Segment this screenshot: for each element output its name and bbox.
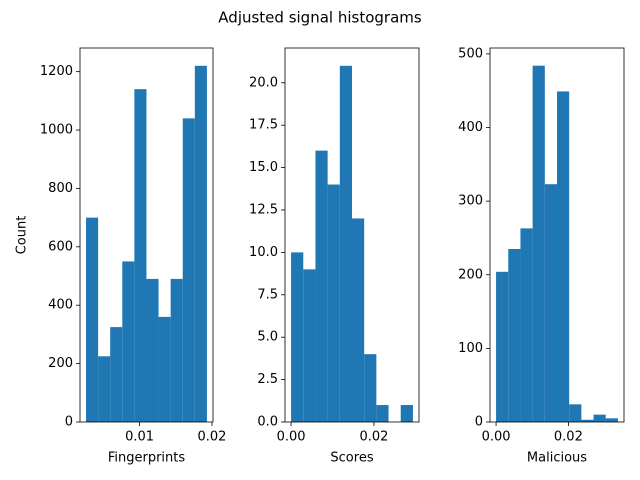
y-tick-label: 200: [48, 356, 73, 371]
y-tick-label: 400: [458, 120, 483, 135]
bar: [557, 91, 570, 422]
y-tick-label: 100: [458, 341, 483, 356]
bar: [532, 65, 545, 423]
bar: [194, 65, 207, 423]
y-tick-label: 600: [48, 239, 73, 254]
y-tick-label: 5.0: [257, 330, 278, 345]
y-tick-label: 0: [65, 415, 73, 430]
bar: [303, 269, 316, 422]
bar: [520, 228, 533, 422]
axes-frame: [79, 47, 214, 423]
y-tick-label: 0: [475, 415, 483, 430]
bar: [86, 217, 99, 422]
x-tick-label: 0.01: [125, 430, 154, 445]
bar: [134, 89, 147, 423]
bar: [400, 405, 413, 422]
bar: [122, 261, 135, 422]
bar: [158, 316, 171, 422]
x-tick-label: 0.00: [482, 430, 511, 445]
bar: [315, 150, 328, 423]
x-tick-label: 0.02: [359, 430, 388, 445]
y-tick-label: 0.0: [257, 415, 278, 430]
bar: [605, 418, 618, 422]
x-tick-label: 0.00: [277, 430, 306, 445]
y-tick-label: 1000: [40, 123, 73, 138]
bar: [182, 118, 195, 423]
bar: [327, 184, 340, 422]
bar: [146, 278, 159, 422]
bar: [593, 414, 606, 422]
bar: [508, 248, 521, 422]
y-tick-label: 12.5: [249, 202, 278, 217]
y-tick-label: 7.5: [257, 287, 278, 302]
y-tick-label: 20.0: [249, 75, 278, 90]
bar: [291, 252, 304, 422]
x-axis-label: Fingerprints: [108, 451, 186, 466]
bar: [98, 356, 111, 422]
x-tick-label: 0.02: [554, 430, 583, 445]
bar: [569, 404, 582, 422]
bar: [170, 278, 183, 422]
bar: [364, 354, 377, 422]
y-tick-label: 10.0: [249, 245, 278, 260]
y-tick-label: 800: [48, 181, 73, 196]
axes-frame: [284, 47, 420, 423]
x-axis-label: Malicious: [527, 451, 587, 466]
y-tick-label: 1200: [40, 64, 73, 79]
y-axis-label: Count: [15, 216, 30, 255]
y-tick-label: 15.0: [249, 160, 278, 175]
bar: [581, 419, 594, 422]
x-axis-label: Scores: [330, 451, 373, 466]
x-tick-label: 0.02: [198, 430, 227, 445]
axes-frame: [489, 47, 625, 423]
y-tick-label: 17.5: [249, 118, 278, 133]
bar: [339, 65, 352, 423]
y-tick-label: 200: [458, 267, 483, 282]
y-tick-label: 2.5: [257, 372, 278, 387]
y-tick-label: 500: [458, 46, 483, 61]
y-tick-label: 400: [48, 298, 73, 313]
bar: [352, 218, 365, 422]
bar: [496, 271, 509, 422]
bar: [544, 184, 557, 422]
y-tick-label: 300: [458, 194, 483, 209]
bar: [376, 405, 389, 422]
bar: [110, 327, 123, 422]
figure-title: Adjusted signal histograms: [218, 9, 422, 27]
